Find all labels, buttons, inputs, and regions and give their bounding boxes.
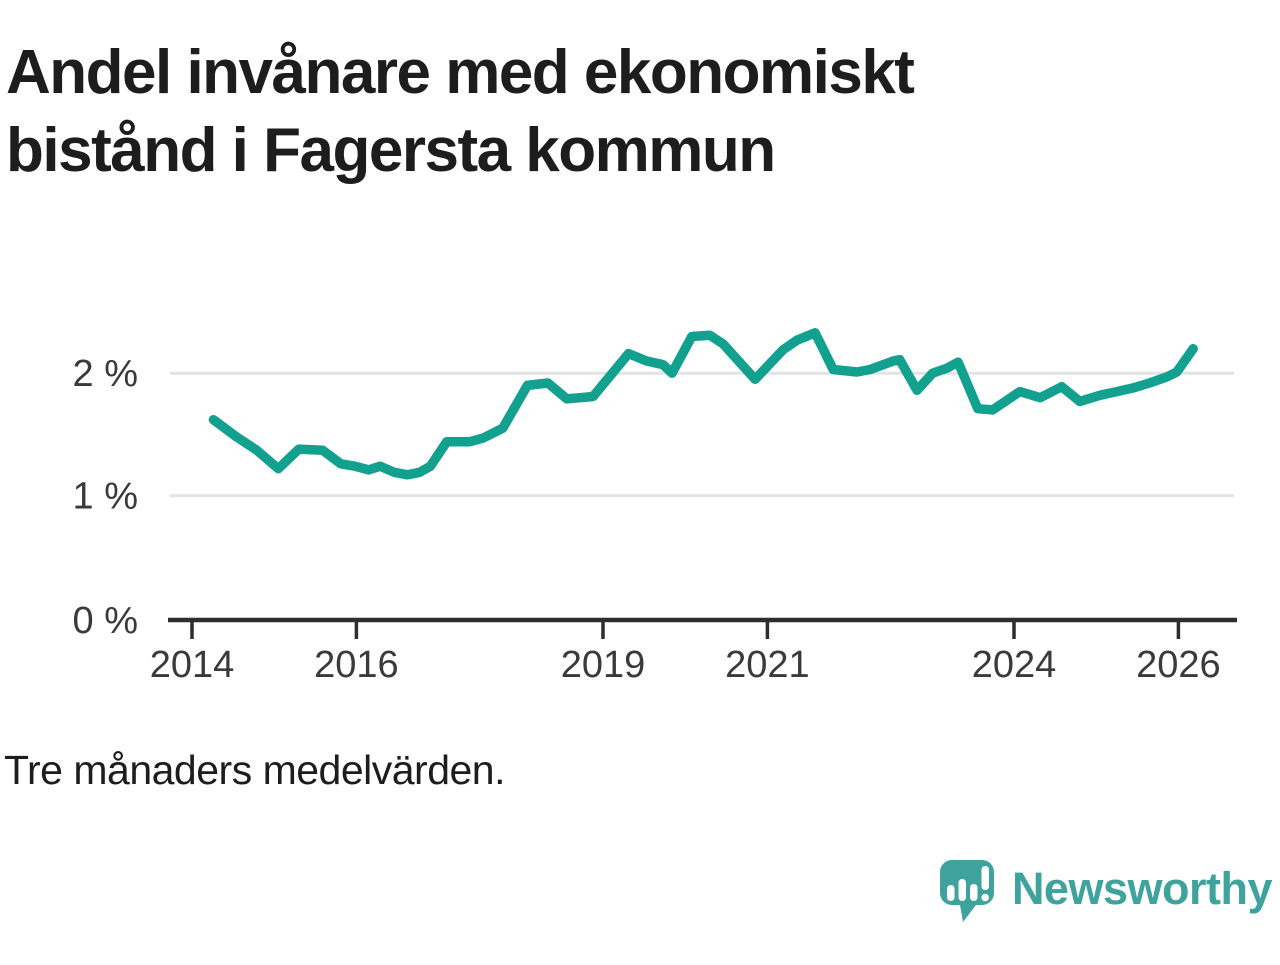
chart-title: Andel invånare med ekonomiskt bistånd i … xyxy=(6,34,1126,190)
x-tick-label: 2016 xyxy=(314,644,399,686)
newsworthy-logo-icon xyxy=(939,860,994,922)
data-line xyxy=(208,328,1198,480)
logo-bar-1 xyxy=(946,885,955,901)
y-tick-label: 0 % xyxy=(73,600,138,642)
y-tick-label: 2 % xyxy=(73,353,138,395)
logo-bar-3 xyxy=(969,884,978,901)
x-tick-label: 2021 xyxy=(725,644,810,686)
x-tick-label: 2026 xyxy=(1136,644,1221,686)
logo-exclamation-bar xyxy=(981,866,989,890)
chart-title-line2: bistånd i Fagersta kommun xyxy=(6,116,776,185)
brand-name: Newsworthy xyxy=(1011,863,1273,914)
footnote: Tre månaders medelvärden. xyxy=(4,747,506,793)
y-tick-label: 1 % xyxy=(73,476,138,518)
x-tick-label: 2019 xyxy=(561,644,646,686)
newsworthy-branding: Newsworthy xyxy=(936,858,1273,930)
x-tick-label: 2024 xyxy=(972,644,1057,686)
logo-exclamation-dot xyxy=(981,893,989,902)
chart-title-line1: Andel invånare med ekonomiskt xyxy=(6,38,915,107)
logo-bar-2 xyxy=(958,879,966,901)
logo-bubble xyxy=(939,860,994,922)
x-tick-label: 2014 xyxy=(150,644,235,686)
